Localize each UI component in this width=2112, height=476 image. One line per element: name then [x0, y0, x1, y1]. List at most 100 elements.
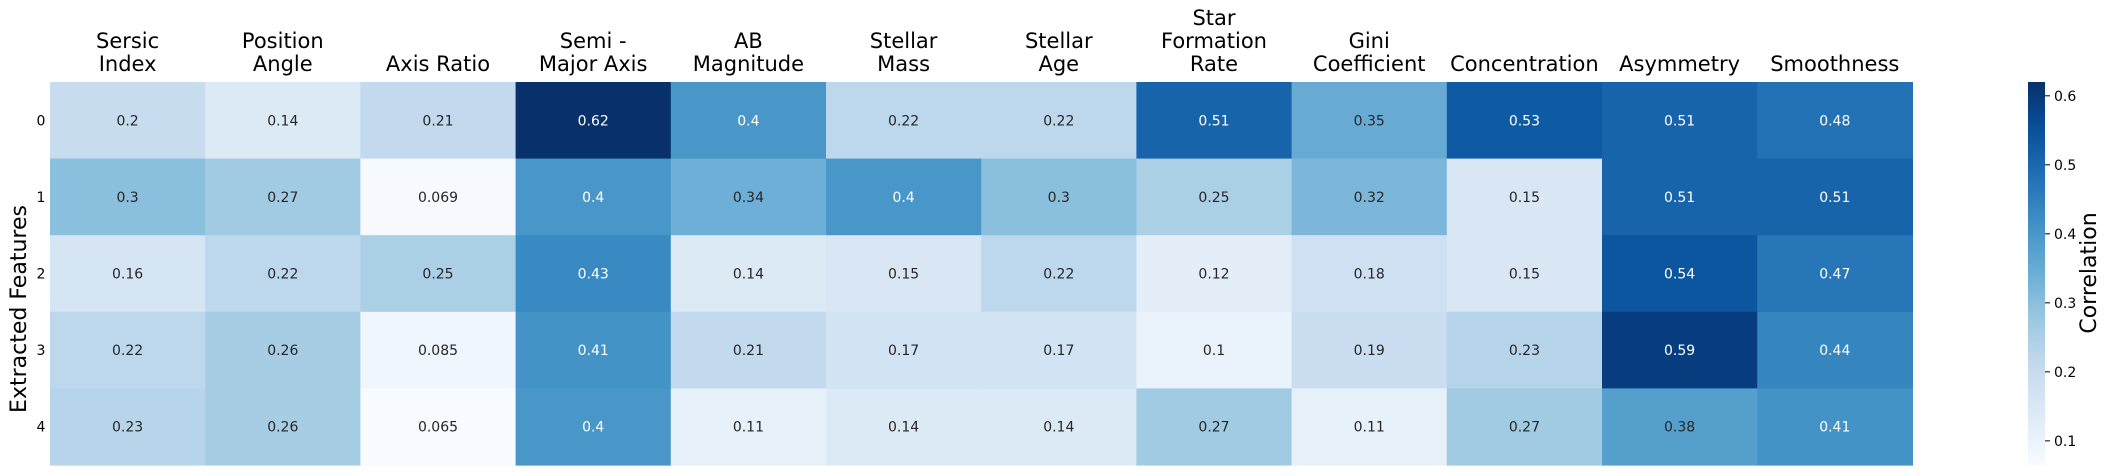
cell-value-label: 0.62	[578, 113, 609, 129]
heatmap-cell	[1757, 311, 1913, 389]
cell-value-label: 0.23	[112, 420, 143, 436]
cell-value-label: 0.4	[582, 420, 604, 436]
heatmap-cell	[981, 388, 1137, 466]
heatmap-cell	[360, 311, 517, 389]
cell-value-label: 0.25	[422, 267, 453, 283]
colorbar-tick-label: 0.4	[2054, 227, 2076, 243]
cell-value-label: 0.11	[1354, 420, 1385, 436]
heatmap-cell	[205, 158, 361, 236]
cell-value-label: 0.069	[418, 190, 458, 206]
heatmap-cell	[1136, 82, 1293, 160]
cell-value-label: 0.4	[582, 190, 604, 206]
heatmap-cell	[1446, 82, 1603, 160]
column-label: Axis Ratio	[386, 52, 490, 76]
column-label: Semi -Major Axis	[539, 29, 648, 76]
cell-value-label: 0.22	[888, 113, 919, 129]
cell-value-label: 0.16	[112, 267, 143, 283]
heatmap-cell	[1602, 388, 1758, 466]
heatmap-cell	[1757, 388, 1913, 466]
heatmap-cell	[670, 235, 827, 313]
heatmap-cell	[1291, 311, 1448, 389]
cell-value-label: 0.3	[1048, 190, 1070, 206]
cell-value-label: 0.27	[1198, 420, 1229, 436]
heatmap-cell	[981, 235, 1137, 313]
cell-value-label: 0.11	[733, 420, 764, 436]
heatmap-cell	[205, 82, 361, 160]
heatmap-cell	[1602, 311, 1758, 389]
heatmap-cell	[826, 311, 982, 389]
cell-value-label: 0.25	[1198, 190, 1229, 206]
cell-value-label: 0.085	[418, 343, 458, 359]
column-label: Position Angle	[242, 29, 324, 76]
cell-value-label: 0.22	[1043, 113, 1074, 129]
heatmap-cell	[1291, 388, 1448, 466]
heatmap-cell	[1136, 388, 1293, 466]
cell-value-label: 0.21	[422, 113, 453, 129]
cell-value-label: 0.15	[888, 267, 919, 283]
cell-value-label: 0.23	[1509, 343, 1540, 359]
heatmap-cell	[981, 311, 1137, 389]
cell-value-label: 0.14	[1043, 420, 1074, 436]
heatmap-cell	[1602, 82, 1758, 160]
cell-value-label: 0.14	[267, 113, 298, 129]
cell-value-label: 0.47	[1819, 267, 1850, 283]
row-label: 2	[37, 267, 46, 283]
column-label: Sersic Index	[96, 29, 159, 76]
heatmap-cell	[1446, 158, 1603, 236]
heatmap-cell	[1602, 158, 1758, 236]
cell-value-label: 0.38	[1664, 420, 1695, 436]
heatmap-cell	[1291, 158, 1448, 236]
column-label: Smoothness	[1770, 52, 1899, 76]
cell-value-label: 0.21	[733, 343, 764, 359]
heatmap-cell	[826, 235, 982, 313]
cell-value-label: 0.51	[1664, 190, 1695, 206]
cell-value-label: 0.26	[267, 420, 298, 436]
cell-value-labels: 0.2 0.14 0.21 0.62 0.4 0.22 0.22 0.51 0.35 0.53 0.…	[112, 113, 1850, 435]
colorbar-tick-label: 0.5	[2054, 158, 2076, 174]
heatmap-cell	[360, 388, 517, 466]
heatmap-cell	[1446, 311, 1603, 389]
heatmap-cell	[50, 82, 206, 160]
cell-value-label: 0.17	[1043, 343, 1074, 359]
heatmap-cell	[360, 158, 517, 236]
column-label: Concentration	[1450, 52, 1599, 76]
column-label: Asymmetry	[1619, 52, 1740, 76]
heatmap-cell	[515, 388, 672, 466]
cell-value-label: 0.32	[1354, 190, 1385, 206]
cell-value-label: 0.27	[1509, 420, 1540, 436]
heatmap-cell	[515, 158, 672, 236]
cell-value-label: 0.22	[112, 343, 143, 359]
heatmap-cell	[1291, 82, 1448, 160]
heatmap-cell	[981, 158, 1137, 236]
cell-value-label: 0.14	[733, 267, 764, 283]
heatmap-cell	[826, 388, 982, 466]
colorbar-tick-label: 0.2	[2054, 365, 2076, 381]
cell-value-label: 0.26	[267, 343, 298, 359]
column-label: Gini Coefficient	[1313, 29, 1426, 76]
heatmap-cell	[670, 82, 827, 160]
cell-value-label: 0.22	[1043, 267, 1074, 283]
heatmap-cell	[670, 158, 827, 236]
heatmap-cell	[1757, 235, 1913, 313]
cell-value-label: 0.54	[1664, 267, 1695, 283]
heatmap-cell	[515, 235, 672, 313]
cell-value-label: 0.4	[892, 190, 914, 206]
colorbar-tick-label: 0.3	[2054, 296, 2076, 312]
column-label: Star Formation Rate	[1161, 6, 1267, 76]
column-labels: Sersic Index Position Angle Axis Ratio Semi -…	[96, 6, 1899, 76]
heatmap-cell	[1446, 235, 1603, 313]
heatmap-cell	[205, 311, 361, 389]
heatmap-cell	[205, 235, 361, 313]
cell-value-label: 0.3	[116, 190, 138, 206]
cell-value-label: 0.41	[1819, 420, 1850, 436]
heatmap-cell	[50, 235, 206, 313]
cell-value-label: 0.34	[733, 190, 764, 206]
heatmap-cell	[50, 388, 206, 466]
cell-value-label: 0.43	[578, 267, 609, 283]
heatmap-cell	[50, 311, 206, 389]
row-label: 0	[37, 113, 46, 129]
heatmap-cell	[826, 82, 982, 160]
row-label: 4	[37, 420, 46, 436]
colorbar-ticks: 0.1 0.2 0.3 0.4 0.5 0.6	[2045, 89, 2076, 450]
heatmap-cell	[515, 82, 672, 160]
